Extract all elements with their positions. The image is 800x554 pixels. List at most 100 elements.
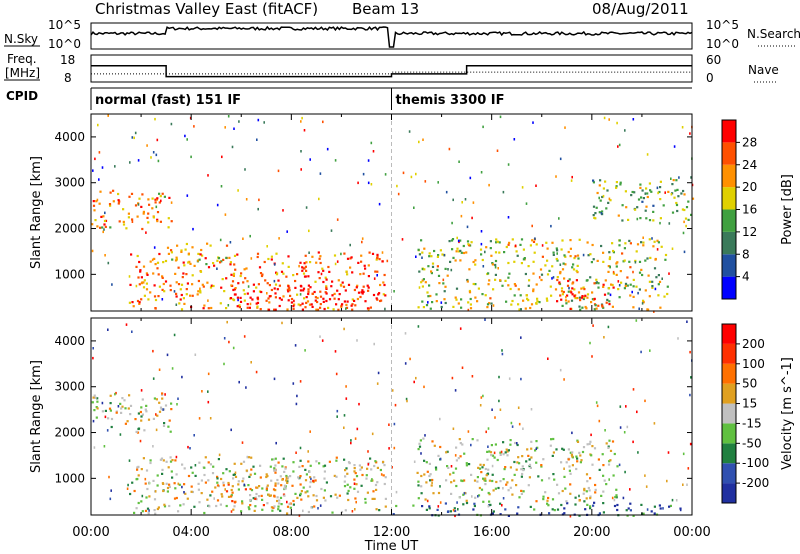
echo-cell	[193, 264, 196, 267]
echo-cell	[566, 502, 569, 505]
noise-cell	[309, 430, 311, 433]
echo-cell	[639, 183, 642, 186]
echo-cell	[597, 304, 600, 307]
noise-cell	[689, 350, 691, 354]
echo-cell	[480, 471, 483, 474]
echo-cell	[356, 490, 360, 493]
echo-cell	[452, 471, 455, 474]
echo-cell	[340, 304, 343, 307]
echo-cell	[158, 252, 161, 256]
echo-cell	[373, 464, 376, 468]
echo-cell	[517, 456, 520, 459]
echo-cell	[266, 484, 269, 487]
echo-cell	[503, 251, 506, 254]
noise-cell	[687, 467, 690, 470]
echo-cell	[179, 298, 182, 301]
echo-cell	[207, 266, 211, 269]
echo-cell	[322, 465, 325, 468]
noise-cell	[491, 464, 494, 468]
noise-cell	[592, 324, 594, 327]
noise-cell	[193, 434, 195, 437]
echo-cell	[499, 279, 502, 282]
echo-cell	[308, 303, 312, 306]
echo-cell	[491, 512, 494, 515]
echo-cell	[538, 301, 541, 304]
noise-cell	[520, 377, 522, 381]
noise-cell	[247, 285, 250, 288]
echo-cell	[147, 418, 151, 421]
echo-cell	[229, 263, 232, 266]
echo-cell	[646, 257, 649, 260]
x-tick-label: 00:00	[673, 525, 710, 540]
echo-cell	[489, 503, 492, 506]
echo-cell	[460, 251, 463, 254]
noise-cell	[194, 353, 197, 356]
echo-cell	[445, 451, 448, 454]
echo-cell	[145, 288, 149, 291]
noise-cell	[424, 180, 427, 183]
noise-cell	[538, 276, 541, 279]
echo-cell	[149, 459, 152, 462]
echo-cell	[278, 502, 281, 505]
echo-cell	[247, 506, 250, 509]
echo-cell	[598, 512, 601, 515]
echo-cell	[477, 494, 481, 497]
echo-cell	[299, 483, 302, 486]
echo-cell	[360, 291, 363, 294]
echo-cell	[659, 198, 662, 201]
echo-cell	[635, 250, 638, 253]
freq-tick-top: 18	[60, 53, 75, 67]
y-tick-label: 1000	[54, 267, 85, 281]
noise-cell	[626, 425, 629, 429]
echo-cell	[644, 289, 647, 292]
echo-cell	[300, 498, 303, 501]
echo-cell	[142, 210, 145, 213]
echo-cell	[230, 495, 233, 498]
echo-cell	[561, 447, 564, 450]
noise-cell	[631, 290, 633, 294]
echo-cell	[161, 392, 164, 395]
echo-cell	[444, 285, 447, 288]
echo-cell	[607, 463, 611, 466]
noise-cell	[454, 514, 456, 518]
noise-cell	[298, 514, 301, 517]
echo-cell	[153, 295, 157, 298]
echo-cell	[216, 499, 220, 502]
echo-cell	[242, 281, 245, 284]
echo-cell	[109, 226, 112, 229]
echo-cell	[289, 506, 292, 509]
echo-cell	[277, 461, 280, 464]
echo-cell	[610, 283, 613, 286]
echo-cell	[252, 290, 255, 293]
echo-cell	[242, 289, 245, 292]
noise-cell	[137, 203, 140, 206]
echo-cell	[190, 466, 193, 469]
noise-cell	[128, 275, 131, 278]
echo-cell	[673, 196, 676, 199]
noise-cell	[131, 330, 133, 333]
echo-cell	[459, 455, 462, 458]
echo-cell	[623, 247, 626, 250]
echo-cell	[305, 261, 308, 264]
echo-cell	[441, 253, 444, 256]
noise-cell	[107, 261, 110, 265]
echo-cell	[520, 468, 523, 471]
echo-cell	[206, 281, 209, 284]
echo-cell	[302, 287, 306, 290]
echo-cell	[191, 274, 194, 277]
echo-cell	[437, 491, 441, 495]
y-tick-label: 2000	[54, 222, 85, 236]
echo-cell	[639, 186, 642, 189]
echo-cell	[197, 488, 200, 491]
noise-cell	[155, 153, 158, 157]
echo-cell	[452, 305, 455, 308]
echo-cell	[470, 241, 473, 244]
noise-cell	[482, 265, 485, 268]
echo-cell	[540, 278, 543, 282]
echo-cell	[199, 253, 202, 256]
echo-cell	[384, 476, 387, 479]
echo-cell	[486, 303, 490, 306]
nave-label: Nave	[748, 63, 779, 77]
echo-cell	[273, 469, 276, 472]
noise-cell	[464, 198, 467, 201]
